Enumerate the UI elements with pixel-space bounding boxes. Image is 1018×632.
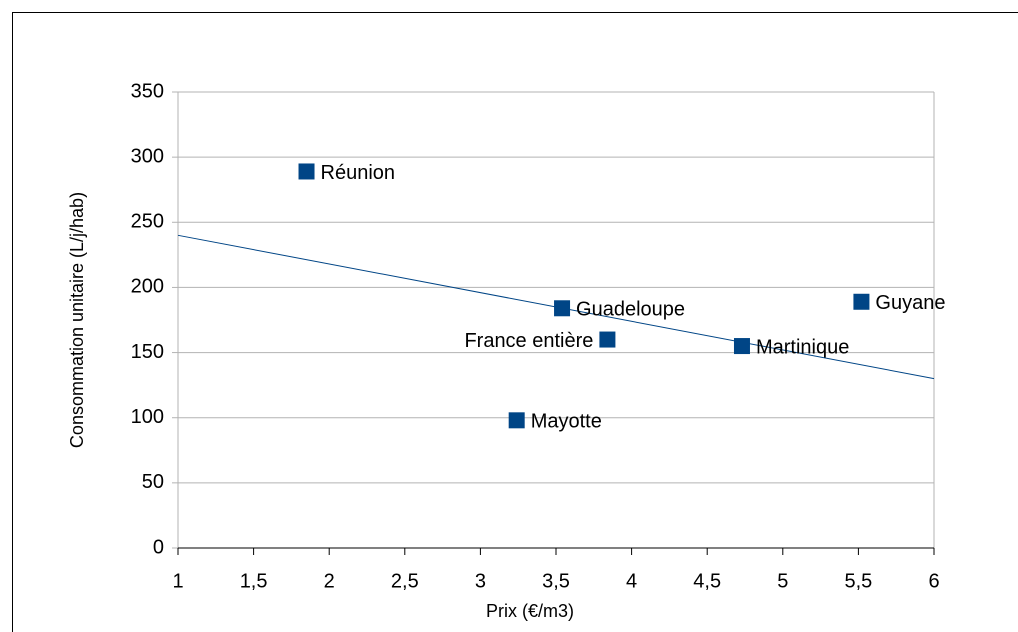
point-label: Guadeloupe (576, 299, 685, 321)
point-label: France entière (464, 330, 593, 352)
x-tick-label: 1 (172, 570, 183, 592)
x-tick-label: 1,5 (240, 570, 268, 592)
x-tick-label: 3,5 (542, 570, 570, 592)
y-axis-title: Consommation unitaire (L/j/hab) (67, 192, 87, 448)
x-tick-label: 3 (475, 570, 486, 592)
point (298, 163, 315, 180)
point-label: Mayotte (531, 411, 602, 433)
y-tick-label: 0 (153, 536, 164, 558)
point-label: Guyane (875, 292, 945, 314)
x-tick-label: 6 (928, 570, 939, 592)
x-tick-label: 4,5 (693, 570, 721, 592)
point (508, 412, 525, 429)
point (554, 300, 571, 317)
y-tick-label: 50 (142, 471, 164, 493)
y-tick-label: 100 (131, 406, 164, 428)
chart-frame (12, 12, 1018, 632)
point (599, 331, 616, 348)
x-tick-label: 5 (777, 570, 788, 592)
x-tick-label: 4 (626, 570, 637, 592)
x-axis-title: Prix (€/m3) (486, 601, 574, 621)
point-label: Réunion (321, 162, 396, 184)
y-tick-label: 200 (131, 276, 164, 298)
point (733, 338, 750, 355)
x-tick-label: 2,5 (391, 570, 419, 592)
point (853, 293, 870, 310)
y-tick-label: 250 (131, 211, 164, 233)
y-tick-label: 150 (131, 341, 164, 363)
y-tick-label: 300 (131, 145, 164, 167)
x-tick-label: 5,5 (844, 570, 872, 592)
x-tick-label: 2 (324, 570, 335, 592)
point-label: Martinique (756, 336, 849, 358)
y-tick-label: 350 (131, 80, 164, 102)
